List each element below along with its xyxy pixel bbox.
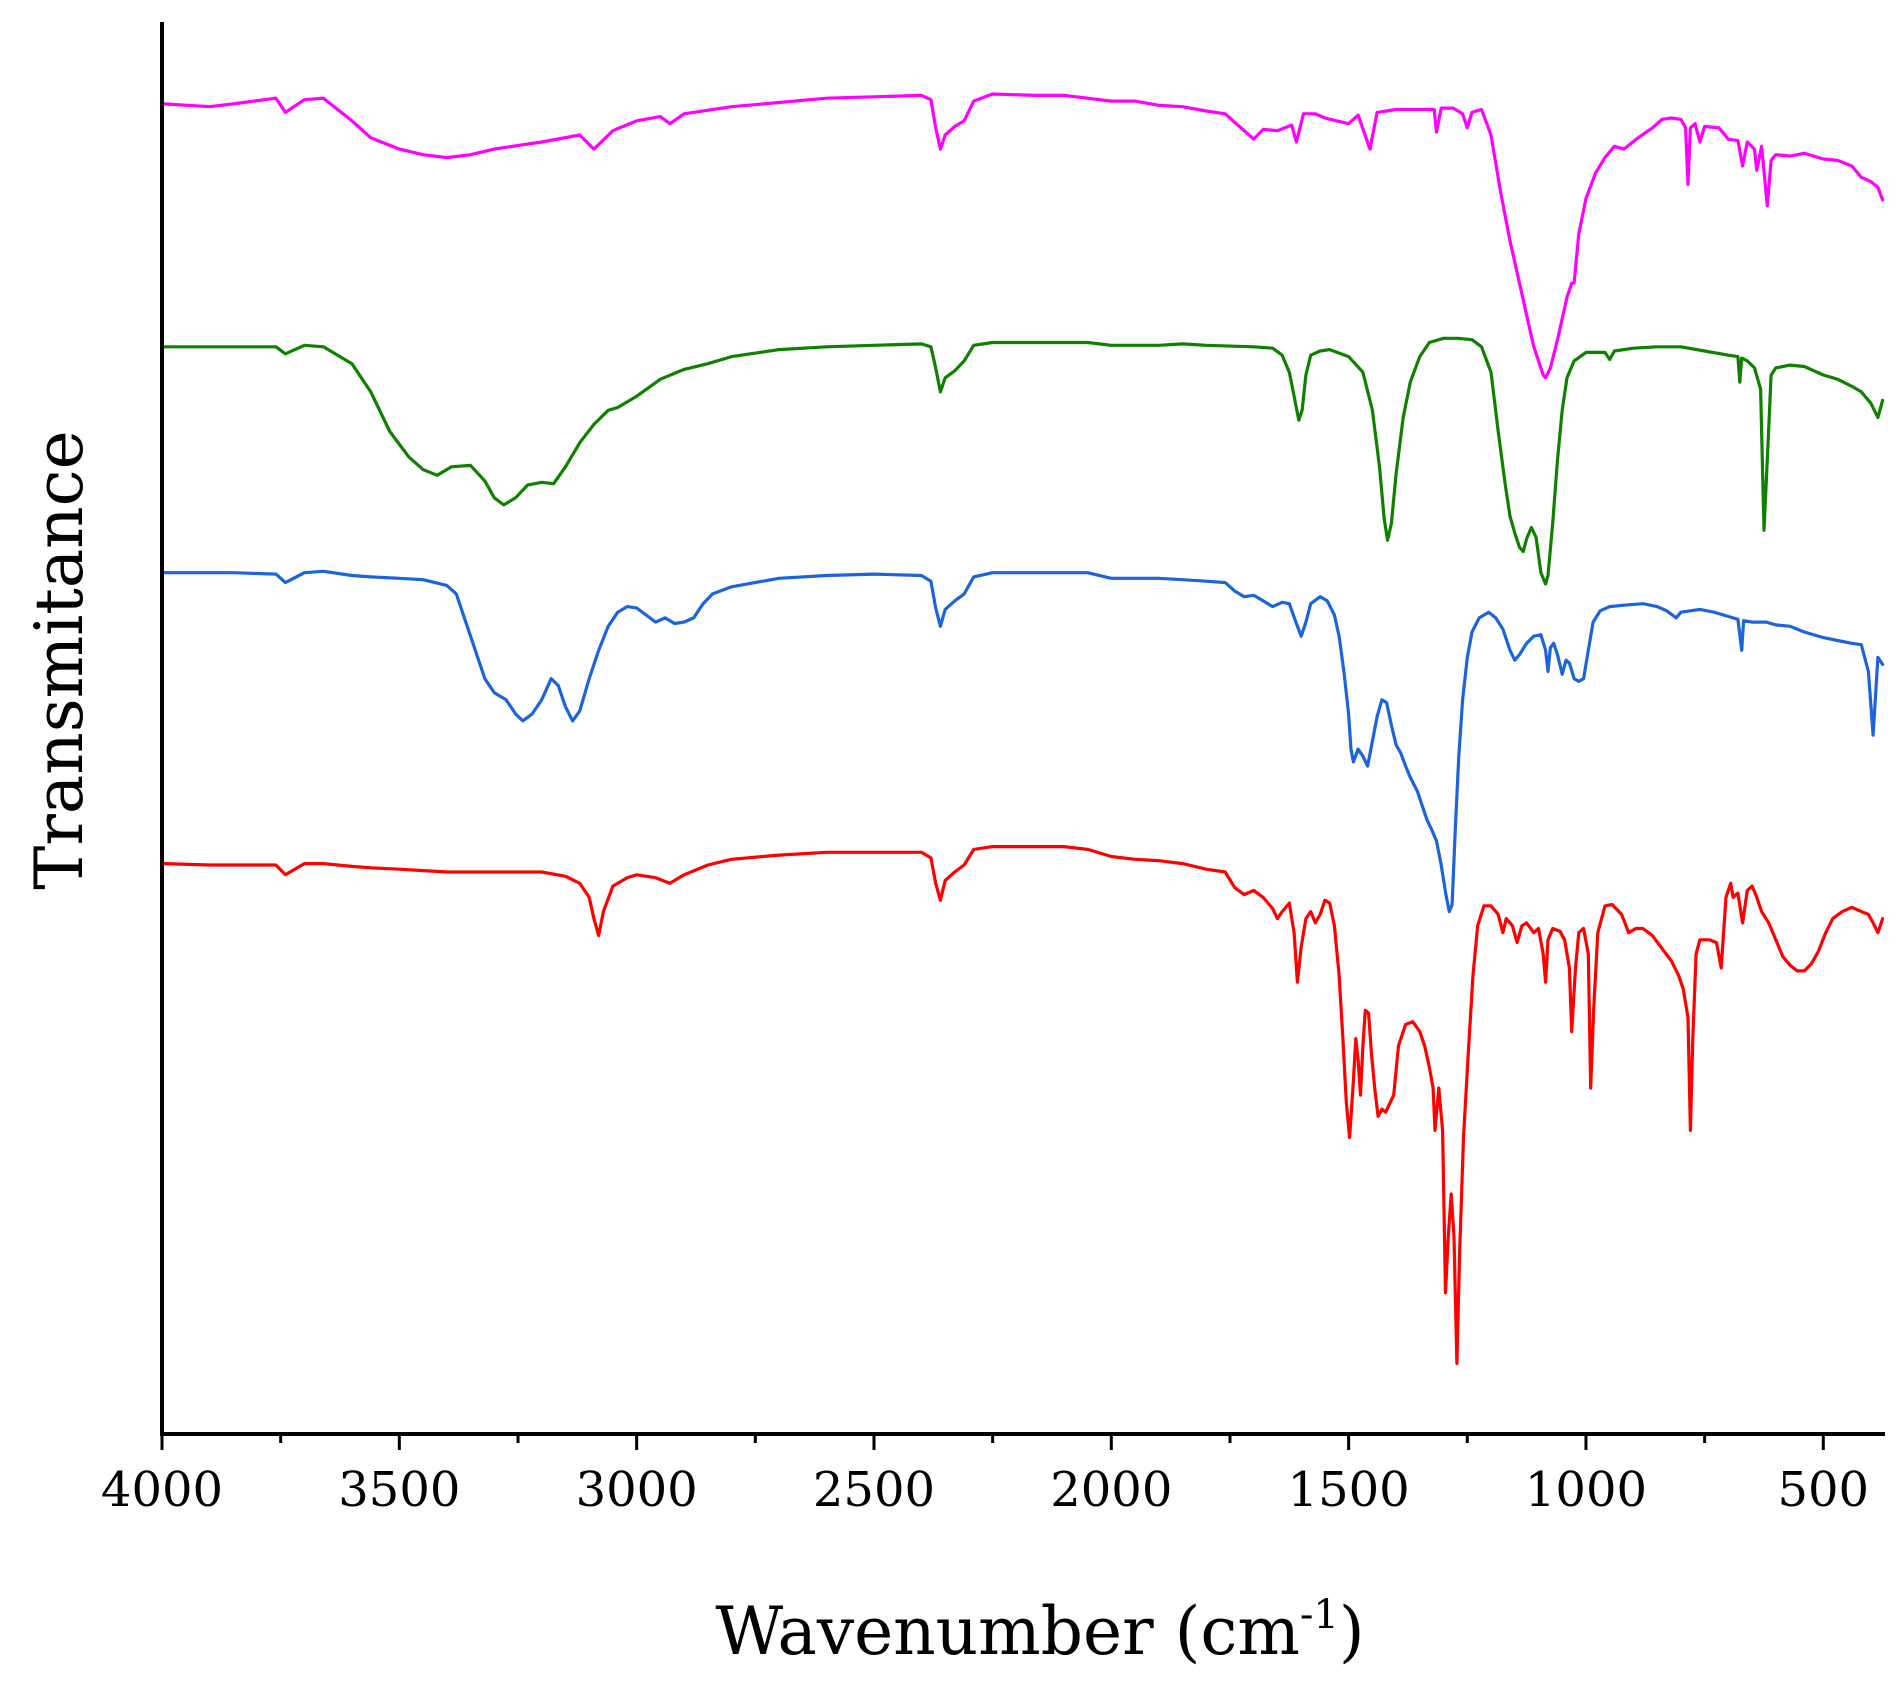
x-tick-label: 1000: [1525, 1462, 1647, 1518]
x-tick-label: 1500: [1288, 1462, 1410, 1518]
x-tick-label: 3500: [338, 1462, 460, 1518]
series-line-blue: [162, 569, 1885, 914]
x-axis-title-close: ): [1339, 1593, 1365, 1670]
x-tick-label: 500: [1777, 1462, 1869, 1518]
series-line-green: [162, 336, 1885, 586]
plot-series-group: [162, 92, 1885, 1365]
x-axis-title-main: Wavenumber (cm: [715, 1593, 1300, 1670]
x-tick-label: 4000: [101, 1462, 223, 1518]
x-tick-label: 2500: [813, 1462, 935, 1518]
x-axis-title-superscript: -1: [1300, 1592, 1339, 1638]
x-axis-title: Wavenumber (cm-1): [715, 1592, 1364, 1670]
y-axis-title: Transmitance: [21, 430, 98, 889]
x-ticks-group: 4000 3500 3000 2500 2000 1500 1000 500: [101, 1434, 1869, 1518]
series-line-magenta: [162, 92, 1885, 380]
series-line-red: [162, 845, 1885, 1365]
x-tick-label: 2000: [1050, 1462, 1172, 1518]
x-tick-label: 3000: [576, 1462, 698, 1518]
